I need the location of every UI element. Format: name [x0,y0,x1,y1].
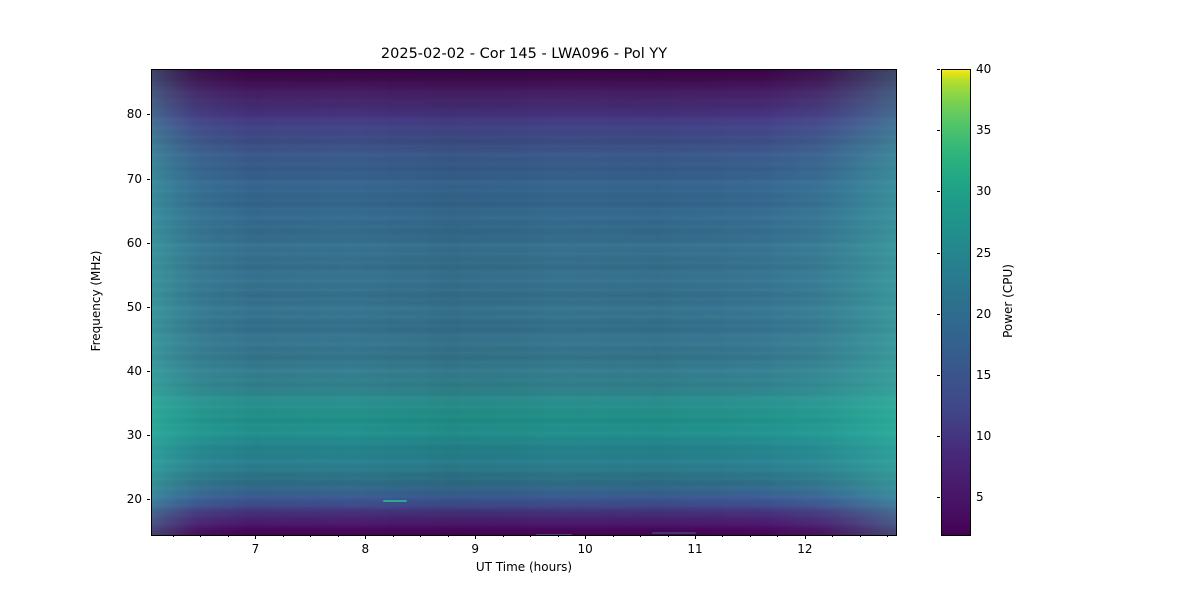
colorbar-label: Power (CPU) [1001,264,1015,338]
x-tick-minor [420,535,422,537]
x-tick-major [475,535,477,539]
x-tick-minor [557,535,559,537]
x-tick-minor [640,535,642,537]
x-tick-label: 9 [471,542,480,556]
x-tick-minor [530,535,532,537]
spectrogram-coarse-banding [152,70,896,535]
x-tick-minor [200,535,202,537]
y-tick-major [146,434,150,436]
y-tick-label: 30 [126,427,142,442]
rfi-streak [652,532,696,534]
rfi-streak [536,534,572,535]
spectrogram-axes [151,69,897,536]
colorbar-tick-label: 35 [976,123,992,138]
x-tick-label: 12 [797,542,813,556]
x-tick-minor [282,535,284,537]
colorbar-tick [936,252,940,254]
x-tick-minor [310,535,312,537]
x-tick-label: 10 [577,542,593,556]
colorbar-tick-label: 15 [976,367,992,382]
colorbar-tick [936,313,940,315]
spectrogram-subband-ripple [152,70,896,535]
x-tick-minor [722,535,724,537]
x-tick-label: 7 [251,542,260,556]
x-tick-label: 11 [687,542,703,556]
x-tick-major [585,535,587,539]
y-tick-major [146,114,150,116]
spectrogram-image [152,70,896,535]
y-tick-major [146,178,150,180]
x-tick-major [694,535,696,539]
y-tick-major [146,370,150,372]
x-tick-major [804,535,806,539]
y-tick-major [146,498,150,500]
spectrogram-edge-brightening [152,70,896,535]
y-axis-label: Frequency (MHz) [89,250,103,352]
y-tick-major [146,306,150,308]
colorbar-gradient [942,70,970,535]
colorbar [941,69,971,536]
colorbar-tick [936,130,940,132]
x-tick-minor [172,535,174,537]
x-tick-label: 8 [361,542,370,556]
y-tick-label: 60 [126,235,142,250]
x-axis-label: UT Time (hours) [475,560,573,574]
x-tick-minor [667,535,669,537]
colorbar-tick [936,191,940,193]
spectrogram-frequency-gradient [152,70,896,535]
x-tick-minor [887,535,889,537]
x-tick-major [365,535,367,539]
x-tick-minor [392,535,394,537]
x-tick-minor [832,535,834,537]
colorbar-tick-label: 10 [976,429,992,444]
x-tick-major [255,535,257,539]
colorbar-tick [936,374,940,376]
x-tick-minor [447,535,449,537]
colorbar-tick [936,497,940,499]
colorbar-tick-label: 20 [976,306,992,321]
x-tick-minor [612,535,614,537]
x-tick-minor [749,535,751,537]
colorbar-tick-label: 40 [976,62,992,76]
y-tick-label: 50 [126,299,142,314]
x-tick-minor [502,535,504,537]
y-tick-label: 40 [126,363,142,378]
colorbar-tick [936,436,940,438]
colorbar-tick [936,69,940,70]
y-tick-label: 80 [126,107,142,122]
x-tick-minor [227,535,229,537]
spectrogram-time-variation [152,70,896,535]
colorbar-tick-label: 5 [976,490,984,505]
x-tick-minor [777,535,779,537]
colorbar-tick-label: 25 [976,245,992,260]
x-tick-minor [859,535,861,537]
page-title: 2025-02-02 - Cor 145 - LWA096 - Pol YY [380,46,668,62]
x-tick-minor [337,535,339,537]
rfi-streak [383,500,407,502]
y-tick-label: 70 [126,171,142,186]
colorbar-tick-label: 30 [976,184,992,199]
y-tick-label: 20 [126,491,142,506]
y-tick-major [146,242,150,244]
